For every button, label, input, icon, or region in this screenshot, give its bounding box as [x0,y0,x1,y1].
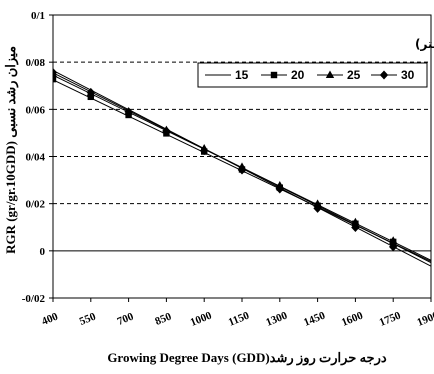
data-point-30 [86,87,95,97]
x-tick-label: 1600 [340,309,365,329]
x-tick-label: 850 [153,310,173,327]
y-tick-label: 0/08 [25,57,45,69]
data-point-30 [124,107,133,117]
legend-marker-30 [379,70,389,80]
series-layer [53,68,431,267]
y-tick-label: 0/02 [25,199,45,211]
y-axis-title: RGR (gr/gr.10GDD) میزان رشد نسبی [3,46,19,254]
y-tick-labels: 0/1 0/08 0/06 0/04 0/02 0 -0/02 [22,10,53,305]
legend-marker-20 [270,71,278,79]
data-point-30 [53,68,58,78]
x-tick-label: 1000 [189,309,214,329]
x-tick-label: 1900 [415,309,434,329]
legend-label-30: 30 [401,68,415,82]
data-point-30 [162,126,171,136]
legend-label-25: 25 [347,68,361,82]
x-tick-label: 550 [78,310,98,327]
data-point-30 [389,242,398,252]
x-axis-title: Growing Degree Days (GDD)درجه حرارت روز … [107,350,387,366]
legend: فاصله بوته (سانتی متر) 15 20 25 30 [197,37,434,88]
data-point-30 [351,222,360,232]
y-tick-label: 0/1 [31,10,45,22]
data-point-30 [275,184,284,194]
y-tick-label: -0/02 [22,293,46,305]
x-tick-labels: 400 550 700 850 1000 1150 1300 1450 1600 1750 1900 [40,298,434,329]
x-tick-label: 1150 [227,309,252,328]
y-tick-label: 0/06 [25,104,45,116]
data-point-25 [389,236,398,244]
legend-items: 15 20 25 30 [205,68,415,82]
y-tick-label: 0 [40,246,46,258]
x-tick-label: 700 [116,310,136,327]
x-tick-label: 400 [40,310,60,327]
x-tick-label: 1300 [264,309,289,329]
legend-title: فاصله بوته (سانتی متر) [415,37,434,52]
legend-label-15: 15 [235,68,249,82]
grid-layer [53,61,431,252]
data-point-30 [237,165,247,175]
x-tick-label: 1750 [378,309,403,329]
x-tick-label: 1450 [302,309,327,329]
data-point-30 [313,203,322,213]
legend-marker-25 [325,70,335,78]
series-30 [53,68,431,264]
legend-label-20: 20 [291,68,305,82]
data-point-30 [200,146,209,156]
y-tick-label: 0/04 [25,152,45,164]
data-point-20 [53,75,57,83]
